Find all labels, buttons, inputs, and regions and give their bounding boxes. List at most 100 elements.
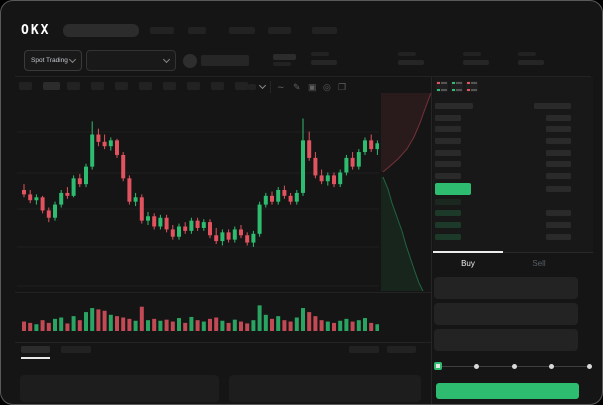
candle-body bbox=[313, 157, 318, 176]
nav-item[interactable] bbox=[312, 27, 337, 34]
candle-body bbox=[245, 235, 250, 243]
expand-icon[interactable]: ❐ bbox=[338, 82, 347, 92]
buy-submit-button[interactable] bbox=[436, 383, 579, 399]
volume-bar bbox=[226, 322, 231, 331]
total-input[interactable] bbox=[434, 329, 578, 351]
candle-body bbox=[344, 157, 349, 173]
chevron-down-icon bbox=[68, 55, 77, 64]
candle-body bbox=[133, 197, 138, 202]
nav-item[interactable] bbox=[150, 27, 174, 34]
candle-body bbox=[170, 229, 175, 237]
candle-body bbox=[282, 190, 287, 196]
nav-item[interactable] bbox=[188, 27, 206, 34]
orderbook-rows bbox=[434, 100, 572, 243]
candle-body bbox=[53, 204, 57, 218]
pencil-icon[interactable]: ✎ bbox=[293, 82, 301, 92]
ask-row[interactable] bbox=[434, 158, 572, 170]
price-placeholder bbox=[435, 233, 461, 240]
price-input[interactable] bbox=[434, 277, 578, 299]
amount-slider[interactable] bbox=[434, 362, 592, 370]
timeframe-button[interactable] bbox=[115, 82, 128, 90]
ask-row[interactable] bbox=[434, 112, 572, 124]
ask-row[interactable] bbox=[434, 147, 572, 159]
timeframe-button[interactable] bbox=[211, 82, 224, 90]
size-placeholder bbox=[546, 126, 571, 133]
slider-stop[interactable] bbox=[587, 364, 592, 369]
market-type-selector[interactable]: Spot Trading bbox=[24, 50, 82, 71]
volume-bar bbox=[356, 320, 361, 331]
volume-bar bbox=[208, 318, 212, 331]
volume-bar bbox=[84, 312, 88, 331]
pair-selector-dropdown[interactable] bbox=[86, 50, 176, 71]
tab-buy[interactable]: Buy bbox=[461, 259, 475, 268]
volume-bar bbox=[201, 321, 206, 331]
slider-stop[interactable] bbox=[549, 364, 555, 369]
book-bids-icon[interactable] bbox=[451, 81, 463, 92]
nav-item[interactable] bbox=[268, 27, 291, 34]
slider-handle[interactable] bbox=[434, 362, 442, 370]
candlestick-chart[interactable] bbox=[17, 103, 379, 339]
timeframe-button[interactable] bbox=[19, 82, 32, 90]
timeframe-button[interactable] bbox=[139, 82, 152, 90]
orderbook-header[interactable] bbox=[434, 100, 572, 112]
volume-bar bbox=[46, 322, 51, 331]
timeframe-button[interactable] bbox=[43, 82, 60, 90]
size-placeholder bbox=[546, 137, 571, 144]
volume-bar bbox=[332, 322, 336, 331]
depth-chart[interactable] bbox=[381, 93, 431, 291]
price-placeholder bbox=[435, 210, 461, 217]
book-both-icon[interactable] bbox=[436, 81, 448, 92]
price-placeholder bbox=[435, 222, 461, 229]
timeframe-button[interactable] bbox=[187, 82, 200, 90]
book-asks-icon[interactable] bbox=[466, 81, 478, 92]
tab-sell[interactable]: Sell bbox=[532, 259, 546, 268]
candle-body bbox=[115, 140, 119, 155]
chart-type-label-placeholder bbox=[248, 84, 256, 90]
orders-tab[interactable] bbox=[61, 346, 91, 353]
slider-stop[interactable] bbox=[473, 364, 479, 369]
stat-value-placeholder bbox=[463, 60, 489, 65]
timeframe-button[interactable] bbox=[235, 82, 248, 90]
size-placeholder bbox=[546, 185, 571, 192]
ask-row[interactable] bbox=[434, 123, 572, 135]
price-placeholder bbox=[435, 126, 461, 133]
camera-icon[interactable]: ▣ bbox=[308, 82, 317, 92]
volume-bar bbox=[77, 320, 82, 331]
volume-bar bbox=[183, 322, 188, 331]
nav-item[interactable] bbox=[229, 27, 255, 34]
candle-body bbox=[127, 178, 132, 202]
gear-icon[interactable]: ◎ bbox=[323, 82, 331, 92]
wave-icon[interactable]: ∼ bbox=[277, 82, 285, 92]
amount-input[interactable] bbox=[434, 303, 578, 325]
slider-stop[interactable] bbox=[511, 364, 517, 369]
positions-tab[interactable] bbox=[21, 346, 50, 353]
candle-body bbox=[338, 172, 343, 185]
bottom-right-button-2[interactable] bbox=[387, 346, 416, 353]
search-input[interactable] bbox=[63, 24, 139, 37]
volume-bar bbox=[232, 319, 237, 331]
bid-row[interactable] bbox=[434, 196, 572, 208]
chevron-down-icon bbox=[162, 55, 171, 64]
size-placeholder bbox=[546, 222, 571, 229]
timeframe-button[interactable] bbox=[67, 82, 80, 90]
ask-row[interactable] bbox=[434, 135, 572, 147]
ask-row[interactable] bbox=[434, 170, 572, 182]
bid-row[interactable] bbox=[434, 208, 572, 220]
bid-row[interactable] bbox=[434, 231, 572, 243]
volume-bar bbox=[121, 317, 126, 331]
chevron-down-icon[interactable] bbox=[258, 81, 267, 90]
last-price-highlight bbox=[435, 182, 471, 195]
price-placeholder bbox=[435, 102, 473, 109]
volume-bar bbox=[344, 318, 349, 331]
last-price-row[interactable] bbox=[434, 182, 572, 196]
bottom-right-button-1[interactable] bbox=[349, 346, 379, 353]
timeframe-button[interactable] bbox=[91, 82, 104, 90]
candle-body bbox=[332, 175, 336, 185]
timeframe-button[interactable] bbox=[163, 82, 176, 90]
candle-body bbox=[65, 192, 70, 196]
bid-row[interactable] bbox=[434, 219, 572, 231]
volume-bar bbox=[34, 324, 39, 331]
active-trade-tab-indicator bbox=[433, 251, 503, 253]
asks-depth-area bbox=[381, 93, 431, 172]
okx-logo: OKX bbox=[21, 23, 51, 38]
